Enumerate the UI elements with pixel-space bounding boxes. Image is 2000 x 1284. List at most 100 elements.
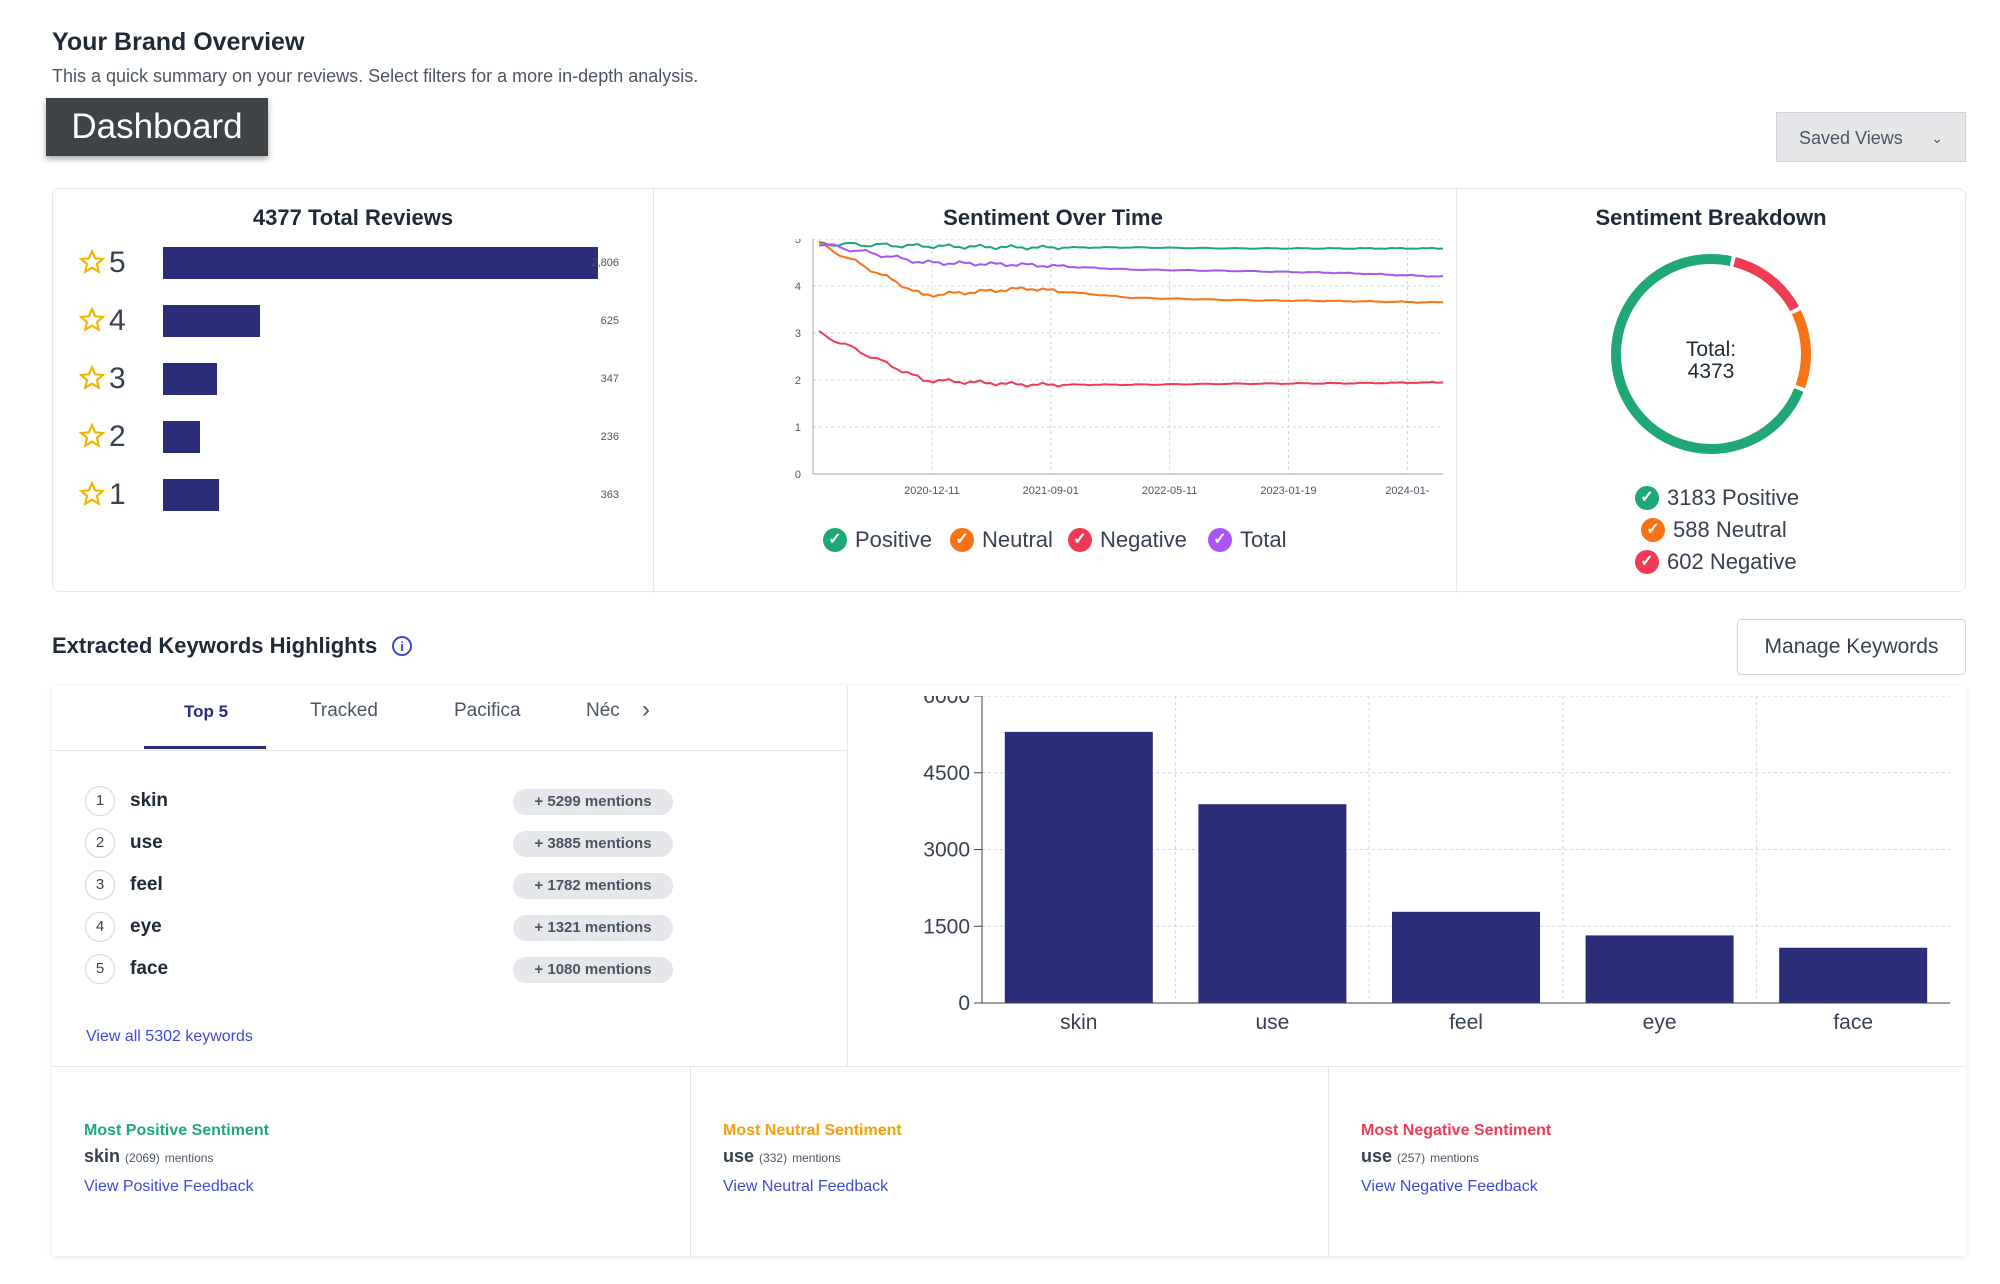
x-tick-label: 2022-05-11 [1142,485,1197,497]
rating-stars-label: 5 [109,246,126,279]
y-tick-label: 1500 [923,915,970,938]
sentiment-suffix: mentions [1430,1151,1479,1165]
rating-bar [163,247,598,279]
keywords-section-title: Extracted Keywords Highlights [52,633,378,658]
info-icon[interactable]: i [392,636,412,656]
sentiment-suffix: mentions [164,1151,214,1165]
sentiment-count: (2069) [125,1151,160,1165]
y-tick-label: 4 [795,281,801,293]
keyword-row[interactable]: 5 face + 1080 mentions [85,954,685,986]
bar-feel [1392,911,1540,1003]
keyword-word: eye [130,916,162,937]
chevron-right-icon[interactable]: › [642,696,650,723]
overview-card: 4377 Total Reviews 5 2,806 4 625 3 347 2 236 1 36… [52,188,1966,593]
keyword-row[interactable]: 3 feel + 1782 mentions [85,870,685,902]
star-icon [79,481,105,506]
legend-positive[interactable]: ✓ Positive [823,527,932,553]
x-tick-label: eye [1643,1011,1677,1034]
sentiment-suffix: mentions [792,1151,841,1165]
donut-total-value: 4373 [1687,360,1735,383]
check-icon: ✓ [1208,528,1232,552]
sentiment-word: skin [84,1146,121,1166]
sentiment-highlight-box: Most Neutral Sentiment use (332) mentions… [690,1066,1328,1256]
sentiment-over-time-title: Sentiment Over Time [943,205,1163,230]
saved-views-dropdown[interactable]: Saved Views ⌄ [1776,112,1966,162]
breakdown-legend-item: ✓ 602 Negative [1635,549,1797,575]
page-subtitle: This a quick summary on your reviews. Se… [52,66,699,86]
check-icon: ✓ [950,528,974,552]
x-tick-label: use [1255,1011,1289,1034]
star-icon [79,249,105,274]
manage-keywords-button[interactable]: Manage Keywords [1737,619,1966,675]
mentions-badge: + 1782 mentions [513,873,673,899]
series-line-neutral [818,241,1443,304]
view-feedback-link[interactable]: View Negative Feedback [1361,1178,1538,1195]
tab-top-5[interactable]: Top 5 [184,702,229,721]
rating-count: 625 [600,315,619,327]
sentiment-donut-chart [1611,254,1811,454]
tab-pacifica[interactable]: Pacifica [454,700,521,721]
breakdown-label: 3183 Positive [1667,485,1800,510]
sentiment-line-chart: 0 1 2 3 4 5 2020-12-11 2021-09-01 2022-05-11 2023… [795,239,1444,497]
rank-badge: 2 [85,828,115,858]
bar-use [1198,804,1347,1003]
view-all-keywords-link[interactable]: View all 5302 keywords [86,1028,253,1045]
rating-bar [163,363,217,395]
legend-label: Total [1240,527,1287,552]
rating-count: 2,806 [591,257,619,269]
rating-stars-label: 3 [109,362,126,395]
legend-total[interactable]: ✓ Total [1208,527,1286,553]
check-icon: ✓ [1635,550,1659,574]
sentiment-highlight-box: Most Positive Sentiment skin (2069) menti… [52,1066,690,1256]
sentiment-label: Most Positive Sentiment [84,1122,269,1139]
donut-total: Total: 4373 [1606,339,1816,383]
keyword-word: feel [130,874,163,895]
legend-neutral[interactable]: ✓ Neutral [950,527,1053,553]
y-tick-label: 0 [958,992,970,1015]
check-icon: ✓ [1635,486,1659,510]
view-feedback-link[interactable]: View Neutral Feedback [723,1178,889,1195]
rating-count: 236 [600,431,619,443]
keyword-row[interactable]: 2 use + 3885 mentions [85,828,685,860]
keyword-row[interactable]: 4 eye + 1321 mentions [85,912,685,944]
keyword-word: face [130,958,169,979]
star-icon [79,423,105,448]
y-tick-label: 2 [795,375,801,387]
x-tick-label: 2021-09-01 [1023,485,1079,497]
rank-badge: 4 [85,912,115,942]
keyword-word: skin [130,790,169,811]
y-tick-label: 0 [795,469,801,481]
star-icon [79,307,105,332]
star-icon [79,365,105,390]
breakdown-legend-item: ✓ 588 Neutral [1641,517,1787,543]
legend-label: Neutral [982,527,1053,552]
total-reviews-title: 4377 Total Reviews [252,205,454,230]
rating-stars-label: 1 [109,478,126,511]
tab-nec[interactable]: Néc [586,700,620,721]
divider [52,1066,1966,1067]
series-line-negative [818,330,1444,388]
breakdown-label: 588 Neutral [1673,517,1787,542]
legend-negative[interactable]: ✓ Negative [1068,527,1187,553]
page-title: Your Brand Overview [52,28,305,56]
donut-slice-negative [1733,257,1799,312]
rank-badge: 1 [85,786,115,816]
y-tick-label: 1 [795,422,801,434]
rating-bar [163,305,260,337]
y-tick-label: 5 [795,239,801,246]
rating-row-2: 2 236 [79,421,639,453]
view-feedback-link[interactable]: View Positive Feedback [84,1178,254,1195]
series-line-positive [818,240,1444,251]
saved-views-label: Saved Views [1799,128,1903,148]
sentiment-keyword: skin (2069) mentions [84,1146,213,1167]
sentiment-label: Most Negative Sentiment [1361,1122,1552,1139]
y-tick-label: 3000 [923,839,970,862]
keyword-row[interactable]: 1 skin + 5299 mentions [85,786,685,818]
mentions-badge: + 1080 mentions [513,957,673,983]
rating-bar [163,421,200,453]
tab-tracked[interactable]: Tracked [310,700,378,721]
sentiment-word: use [723,1146,755,1166]
rating-row-1: 1 363 [79,479,639,511]
mentions-badge: + 5299 mentions [513,789,673,815]
rating-stars-label: 2 [109,420,126,453]
